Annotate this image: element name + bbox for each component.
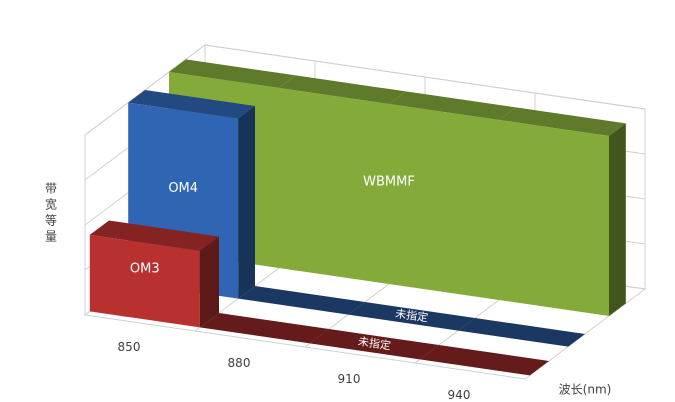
- area-front: [279, 88, 389, 284]
- area-top: [238, 286, 365, 315]
- area-side: [199, 236, 219, 328]
- x-tick-label: 940: [448, 388, 471, 402]
- area-top: [419, 345, 549, 376]
- area-top: [128, 90, 255, 119]
- area-top: [458, 318, 585, 347]
- series-label: WBMMF: [363, 175, 415, 190]
- area-top: [199, 313, 329, 344]
- floor-label: 未指定: [357, 334, 392, 353]
- area-side: [238, 106, 255, 299]
- series-label: OM3: [130, 262, 160, 277]
- floor-label: 未指定: [394, 306, 429, 325]
- area-top: [499, 107, 626, 136]
- x-tick-label: 850: [118, 340, 141, 354]
- area-top: [389, 91, 516, 120]
- x-axis-title: 波长(nm): [559, 383, 612, 397]
- area-side: [609, 123, 626, 317]
- area-front: [89, 234, 200, 328]
- area-front: [389, 104, 499, 300]
- y-axis-title: 带宽等量: [44, 182, 58, 246]
- x-tick-label: 910: [338, 372, 361, 386]
- area-top: [169, 59, 296, 88]
- series-label: OM4: [168, 181, 198, 196]
- area-top: [89, 220, 219, 251]
- area-front: [499, 120, 609, 316]
- grid-line: [84, 44, 646, 136]
- x-tick-label: 880: [228, 356, 251, 370]
- area-top: [348, 302, 475, 331]
- area-top: [309, 329, 439, 360]
- area-top: [279, 75, 406, 104]
